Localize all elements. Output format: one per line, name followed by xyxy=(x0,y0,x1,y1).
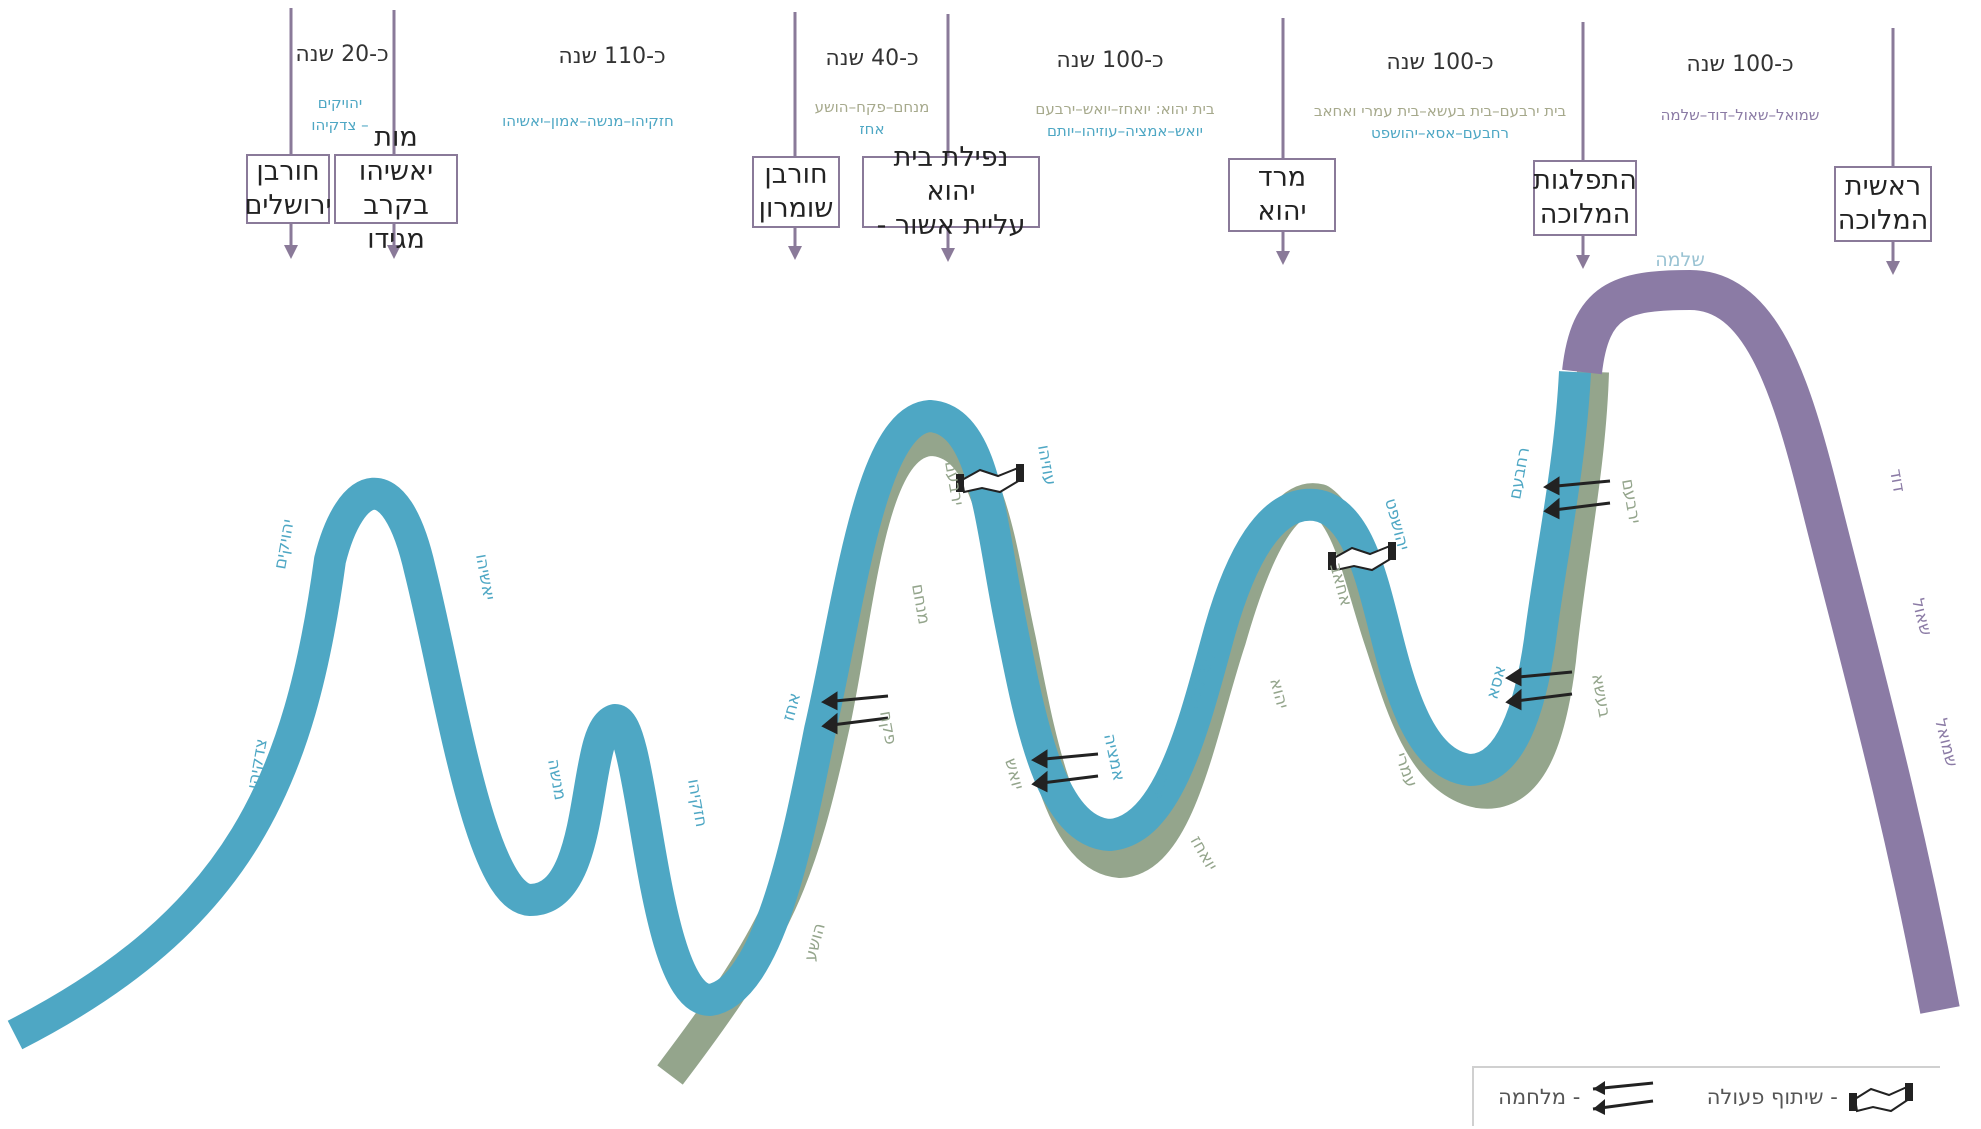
event-split-kingdom: התפלגות המלוכה xyxy=(1533,160,1637,236)
label-yehoshafat: יהושפט xyxy=(1380,496,1413,553)
label-shmuel: שמואל xyxy=(1930,716,1961,769)
label-yehoyakim: יהויקים xyxy=(270,518,298,571)
label-david: דוד xyxy=(1885,467,1909,493)
legend-cooperation: - שיתוף פעולה xyxy=(1707,1077,1916,1117)
label-amatzia: אמציה xyxy=(1099,732,1129,783)
river-judah xyxy=(7,371,1591,1050)
label-rehavam: רחבעם xyxy=(1505,446,1534,501)
label-shlomo: שלמה xyxy=(1655,249,1705,271)
label-uziyahu: עוזיהו xyxy=(1033,443,1060,487)
legend-war: - מלחמה xyxy=(1498,1077,1658,1117)
kings-era-4: מנחם–פקח–הושע אחז xyxy=(814,98,930,138)
kings-united: שמואל–שאול–דוד–שלמה xyxy=(1660,106,1820,124)
label-yarovam: ירבעם xyxy=(1617,477,1645,525)
era-label: כ-40 שנה xyxy=(825,46,919,71)
crossed-swords-icon xyxy=(1543,476,1611,520)
label-baasha: בעשא xyxy=(1587,672,1614,719)
crossed-swords-icon xyxy=(1031,749,1099,793)
label-hizkiyahu: חזקיהו xyxy=(683,777,711,828)
label-asa: אסא xyxy=(1483,664,1511,702)
event-start-monarchy: ראשית המלוכה xyxy=(1834,166,1932,242)
era-label: כ-20 שנה xyxy=(295,42,389,67)
era-label: כ-100 שנה xyxy=(1056,48,1164,73)
label-yoshiyahu: יאשיהו xyxy=(471,552,499,602)
label-menachem: מנחם xyxy=(907,582,934,626)
cooperation-symbols xyxy=(956,464,1396,572)
label-hoshea: הושע xyxy=(801,921,830,963)
crossed-swords-icon xyxy=(1505,667,1573,711)
era-label: כ-100 שנה xyxy=(1386,50,1494,75)
war-symbols xyxy=(821,476,1611,793)
label-yehu: יהוא xyxy=(1265,676,1292,711)
crossed-swords-icon xyxy=(821,691,889,735)
label-menashe: מנשה xyxy=(543,757,570,801)
legend: - מלחמה - שיתוף פעולה xyxy=(1472,1066,1940,1126)
legend-cooperation-label: - שיתוף פעולה xyxy=(1706,1085,1838,1109)
kings-era-3: בית יהוא: יואחז–יואש–ירבעם יואש–אמציה–עו… xyxy=(1035,100,1215,140)
label-yoash-israel: יואש xyxy=(1000,756,1028,792)
handshake-icon xyxy=(1328,542,1396,572)
event-jehu-revolt: מרד יהוא xyxy=(1228,158,1336,232)
handshake-icon xyxy=(956,464,1024,494)
kings-era-2: בית ירבעם–בית בעשא–בית עמרי ואחאב רחבעם–… xyxy=(1313,102,1567,142)
kings-era-6: יהויקים – צדקיהו xyxy=(311,94,369,134)
timeline-arrows xyxy=(284,8,1900,275)
handshake-icon xyxy=(1848,1083,1913,1113)
kings-era-5: חזקיהו–מנשה–אמון–יאשיהו xyxy=(502,112,674,130)
label-shaul: שאול xyxy=(1907,596,1936,637)
event-destruction-samaria: חורבן שומרון xyxy=(752,156,840,228)
river-united xyxy=(1562,270,1960,1014)
event-fall-jehu-house: נפילת בית יהוא - עליית אשור xyxy=(862,142,1040,241)
era-label: כ-110 שנה xyxy=(558,44,666,69)
river-paths xyxy=(7,270,1960,1085)
event-josiah-death: מות יאשיהו בקרב מגידו xyxy=(334,122,458,255)
era-label: כ-100 שנה xyxy=(1686,52,1794,77)
label-yoachaz: יואחז xyxy=(1186,833,1222,875)
legend-war-label: - מלחמה xyxy=(1498,1085,1581,1109)
event-destruction-jerusalem: חורבן ירושלים xyxy=(244,154,332,224)
label-pekach: פקח xyxy=(875,709,901,746)
crossed-swords-icon xyxy=(1593,1081,1654,1115)
label-ahaz: אחז xyxy=(779,691,806,724)
